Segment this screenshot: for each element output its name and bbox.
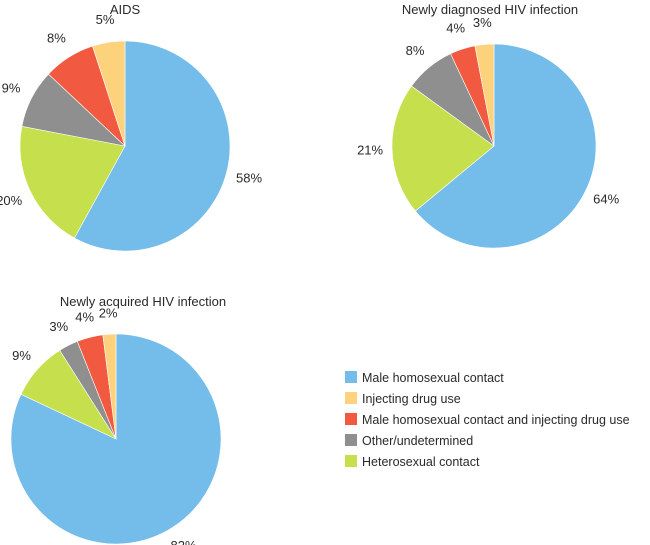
slice-label: 8% <box>406 43 425 58</box>
legend-label: Male homosexual contact <box>362 371 504 385</box>
pie-labels: 64% 21% 8% 4% 3% <box>357 15 620 206</box>
pie-slice <box>92 40 126 147</box>
pie-labels: 82% 9% 3% 4% 2% <box>12 306 197 545</box>
legend-label: Male homosexual contact and injecting dr… <box>362 413 630 427</box>
pie-aids: AIDS 58% 20% 9% 8% 5% <box>0 2 262 252</box>
pie-newly-diagnosed: Newly diagnosed HIV infection 64% 21% 8% 4%… <box>357 2 620 249</box>
slice-label: 3% <box>49 319 68 334</box>
pie-slice <box>391 85 495 212</box>
legend-item: Male homosexual contact and injecting dr… <box>345 413 630 427</box>
legend-swatch <box>345 371 357 383</box>
legend-item: Male homosexual contact <box>345 371 504 385</box>
pie-slices <box>391 43 597 249</box>
slice-label: 9% <box>12 348 31 363</box>
legend-swatch <box>345 392 357 404</box>
pie-slice <box>74 40 231 252</box>
slice-label: 64% <box>593 191 619 206</box>
pie-title: AIDS <box>110 2 141 17</box>
slice-label: 9% <box>2 80 21 95</box>
slice-label: 58% <box>236 170 262 185</box>
legend-label: Other/undetermined <box>362 434 473 448</box>
slice-label: 21% <box>357 142 383 157</box>
pie-slice <box>474 43 495 147</box>
legend-item: Injecting drug use <box>345 392 461 406</box>
pie-title: Newly acquired HIV infection <box>60 294 226 309</box>
legend-label: Injecting drug use <box>362 392 461 406</box>
slice-label: 4% <box>75 310 94 325</box>
slice-label: 3% <box>473 15 492 30</box>
pie-slice <box>414 43 597 249</box>
pie-slice <box>102 333 117 440</box>
slice-label: 20% <box>0 193 23 208</box>
slice-label: 2% <box>99 306 118 321</box>
slice-label: 5% <box>96 12 115 27</box>
slice-label: 8% <box>47 30 66 45</box>
legend-swatch <box>345 455 357 467</box>
legend-item: Other/undetermined <box>345 434 473 448</box>
pie-title: Newly diagnosed HIV infection <box>402 2 578 17</box>
legend-swatch <box>345 413 357 425</box>
pie-newly-acquired: Newly acquired HIV infection 82% 9% 3% 4% 2% <box>10 294 226 545</box>
legend-swatch <box>345 434 357 446</box>
pie-slice <box>19 125 126 239</box>
legend-label: Heterosexual contact <box>362 455 480 469</box>
pie-slices <box>19 40 231 252</box>
legend: Male homosexual contact Injecting drug u… <box>345 371 630 469</box>
pie-labels: 58% 20% 9% 8% 5% <box>0 12 262 208</box>
legend-item: Heterosexual contact <box>345 455 480 469</box>
slice-label: 4% <box>446 21 465 36</box>
slice-label: 82% <box>170 538 196 545</box>
pie-slices <box>10 333 222 545</box>
